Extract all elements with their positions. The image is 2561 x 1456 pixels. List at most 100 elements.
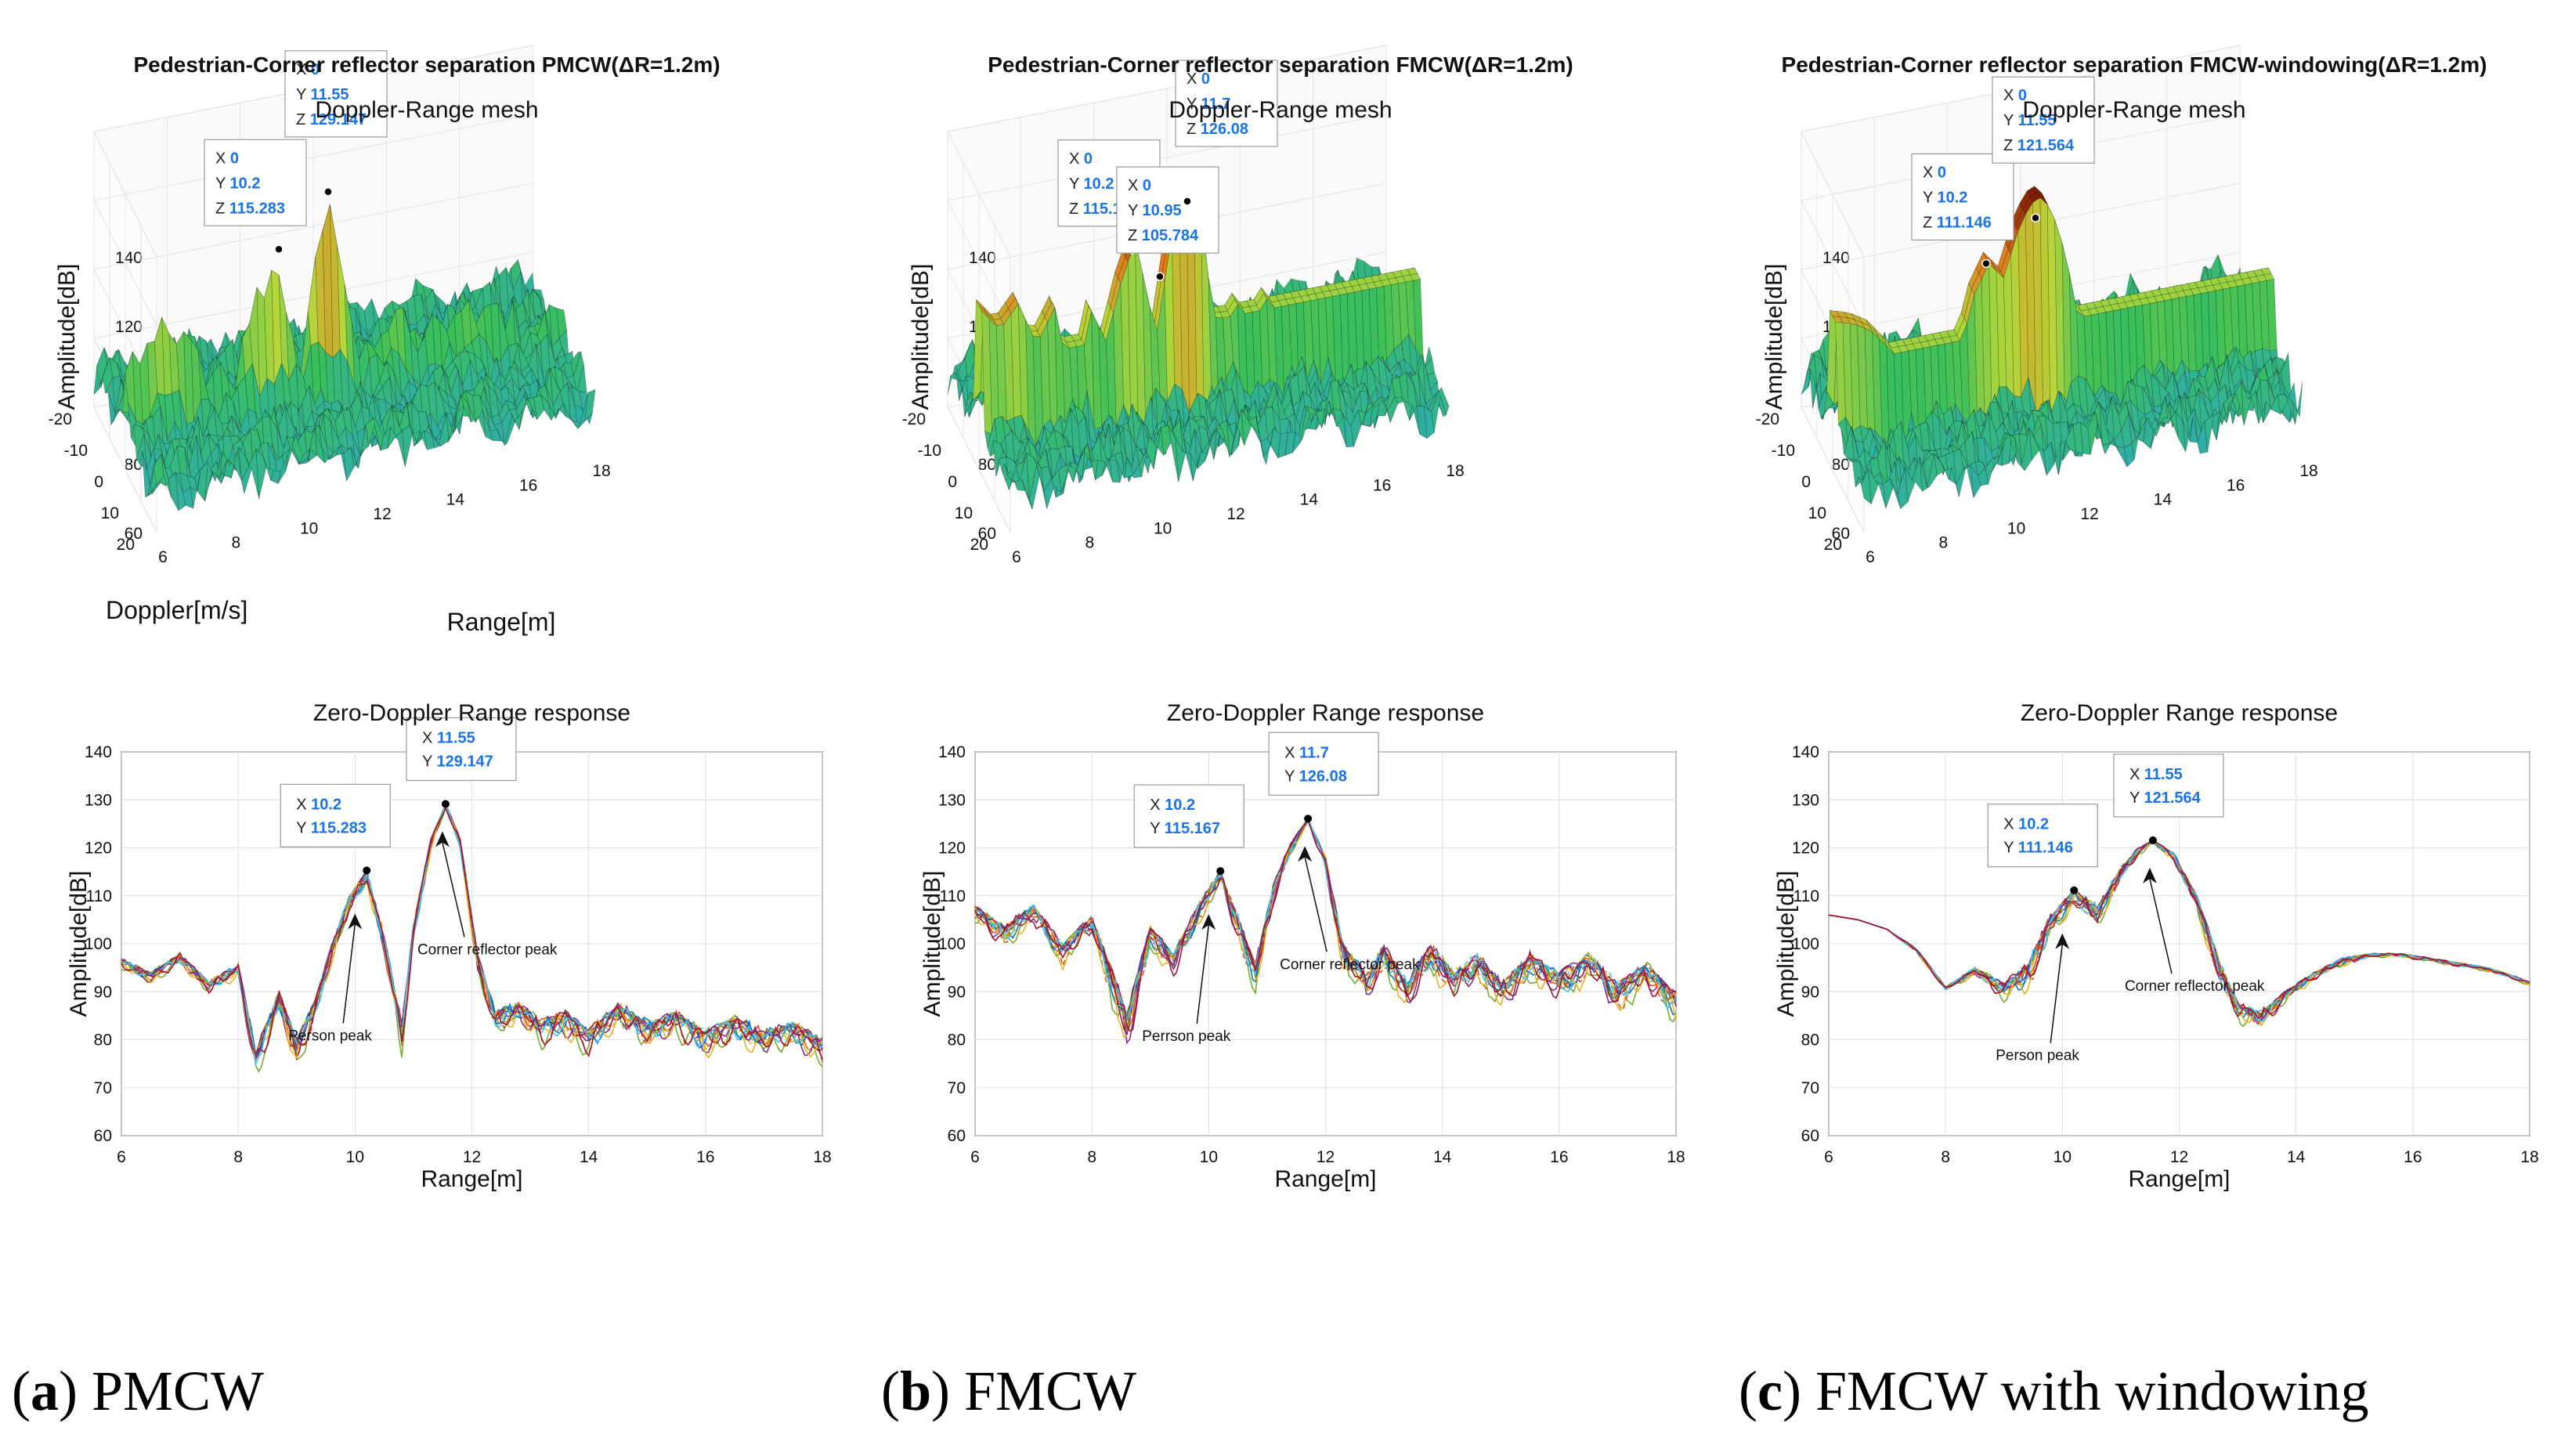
caption-letter: b (899, 1360, 932, 1422)
datatip-z: Z 111.146 (1923, 214, 1992, 231)
y-tick-label: 120 (1792, 840, 1819, 858)
range-tick-label: 12 (1226, 505, 1244, 523)
datatip-z: Z 105.784 (1128, 227, 1199, 244)
datatip-y: Y 10.2 (215, 175, 260, 192)
panel-a: 60 80 100 120 140 6 8 10 12 14 16 18 -20 -10 0 10 20 X 0 Y… (0, 0, 854, 1456)
datatip: X 10.2 Y 115.283 (280, 783, 391, 847)
x-tick-label: 14 (1433, 1148, 1452, 1166)
doppler-tick-label: -10 (918, 442, 941, 460)
doppler-tick-label: 0 (948, 473, 957, 491)
y-tick-label: 80 (1801, 1031, 1819, 1050)
cut-ylabel: Amplitude[dB] (1773, 871, 1799, 1017)
x-tick-label: 6 (1824, 1148, 1833, 1166)
datatip-box (1175, 60, 1278, 147)
datatip-x: X 10.2 (2003, 816, 2049, 833)
datatip-x: X 0 (1069, 150, 1093, 168)
y-tick-label: 100 (85, 935, 112, 953)
x-tick-label: 14 (580, 1148, 598, 1166)
datatip: X 0 Y 11.7 Z 126.08 (1175, 60, 1278, 147)
mesh-subtitle: Doppler-Range mesh (315, 97, 538, 123)
datatip-box (1116, 166, 1219, 254)
caption-text: PMCW (91, 1360, 265, 1422)
y-tick-label: 110 (86, 887, 112, 905)
range-tick-label: 16 (1373, 476, 1391, 494)
mesh-subtitle: Doppler-Range mesh (2022, 97, 2245, 123)
range-tick-label: 18 (2299, 462, 2317, 480)
doppler-tick-label: -10 (1772, 442, 1795, 460)
doppler-tick-label: -20 (902, 410, 926, 428)
datatip-y: Y 11.55 (2003, 112, 2057, 129)
x-tick-label: 12 (463, 1148, 481, 1166)
range-response-plot: 60 70 80 90 100 110 120 130 140 6 8 10 12 14 16 18 X 10.… (1773, 700, 2539, 1192)
mesh-title: Pedestrian-Corner reflector separation F… (1782, 52, 2487, 77)
datatip-box (280, 783, 391, 847)
datatip: X 0 Y 10.2 Z 115.283 (204, 139, 307, 226)
z-tick-label: 80 (1832, 456, 1850, 474)
peak-marker (2148, 836, 2157, 844)
datatip: X 0 Y 11.55 Z 129.147 (284, 50, 388, 138)
y-tick-label: 120 (938, 840, 966, 858)
annotation-arrow (2050, 944, 2063, 1043)
annotation-arrow (2149, 878, 2173, 974)
doppler-tick-label: -20 (49, 410, 72, 428)
datatip-z: Z 121.564 (2003, 137, 2075, 154)
datatip-z: Z 129.147 (296, 111, 367, 128)
x-tick-label: 10 (2053, 1148, 2072, 1166)
annotation-arrow (342, 924, 356, 1024)
caption-c: (c) FMCW with windowing (1739, 1360, 2369, 1422)
datatip-z: Z 126.08 (1187, 121, 1248, 138)
peak-marker (1304, 815, 1313, 823)
y-tick-label: 120 (85, 840, 112, 858)
mesh-cell (2292, 381, 2303, 425)
datatip-y: Y 129.147 (422, 753, 493, 770)
series-line (121, 806, 823, 1060)
caption-text: FMCW (964, 1360, 1137, 1422)
doppler-tick-label: 0 (94, 473, 103, 491)
datatip-x: X 0 (1187, 70, 1210, 88)
y-tick-label: 110 (940, 887, 966, 905)
x-tick-label: 14 (2287, 1148, 2306, 1166)
arrow-head (2142, 867, 2157, 883)
peak-marker (2070, 886, 2079, 894)
x-tick-label: 16 (696, 1148, 714, 1166)
z-tick-label: 140 (969, 249, 996, 267)
z-tick-label: 60 (125, 525, 143, 543)
arrow-head (348, 913, 363, 930)
datatip: X 11.55 Y 121.564 (2113, 753, 2224, 818)
range-tick-label: 10 (300, 519, 318, 537)
range-tick-label: 14 (2154, 491, 2173, 509)
y-tick-label: 70 (1801, 1079, 1819, 1097)
y-tick-label: 60 (948, 1127, 966, 1145)
doppler-tick-label: 20 (1824, 536, 1842, 554)
caption-letter: a (30, 1360, 59, 1422)
datatip-y: Y 121.564 (2129, 789, 2202, 807)
peak-marker (441, 800, 450, 808)
z-tick-label: 120 (115, 318, 143, 336)
doppler-tick-label: 10 (955, 504, 973, 522)
arrow-head (435, 831, 450, 847)
annotation-arrow (1196, 925, 1209, 1024)
range-tick-label: 16 (519, 476, 537, 494)
datatip-x: X 11.55 (422, 729, 475, 746)
series-line (1828, 840, 2530, 1019)
datatip-x: X 0 (215, 150, 239, 167)
datatip-box (204, 139, 307, 226)
datatip-y: Y 11.7 (1187, 96, 1230, 113)
range-tick-label: 18 (1446, 462, 1464, 480)
datatip-box (1992, 76, 2095, 164)
corner-peak-label: Corner reflector peak (1280, 956, 1420, 973)
datatip-x: X 0 (1923, 164, 1946, 181)
cut-title: Zero-Doppler Range response (2021, 700, 2338, 726)
datatip-y: Y 10.2 (1923, 189, 1967, 206)
range-tick-label: 10 (1154, 519, 1172, 537)
y-tick-label: 70 (948, 1079, 966, 1097)
range-tick-label: 6 (158, 548, 168, 566)
mesh-ylabel: Doppler[m/s] (106, 596, 247, 624)
y-tick-label: 60 (1801, 1127, 1819, 1145)
y-tick-label: 80 (94, 1031, 112, 1050)
peak-marker (1155, 272, 1165, 281)
person-peak-label: Person peak (1996, 1048, 2079, 1064)
datatip-y: Y 11.55 (296, 86, 349, 103)
